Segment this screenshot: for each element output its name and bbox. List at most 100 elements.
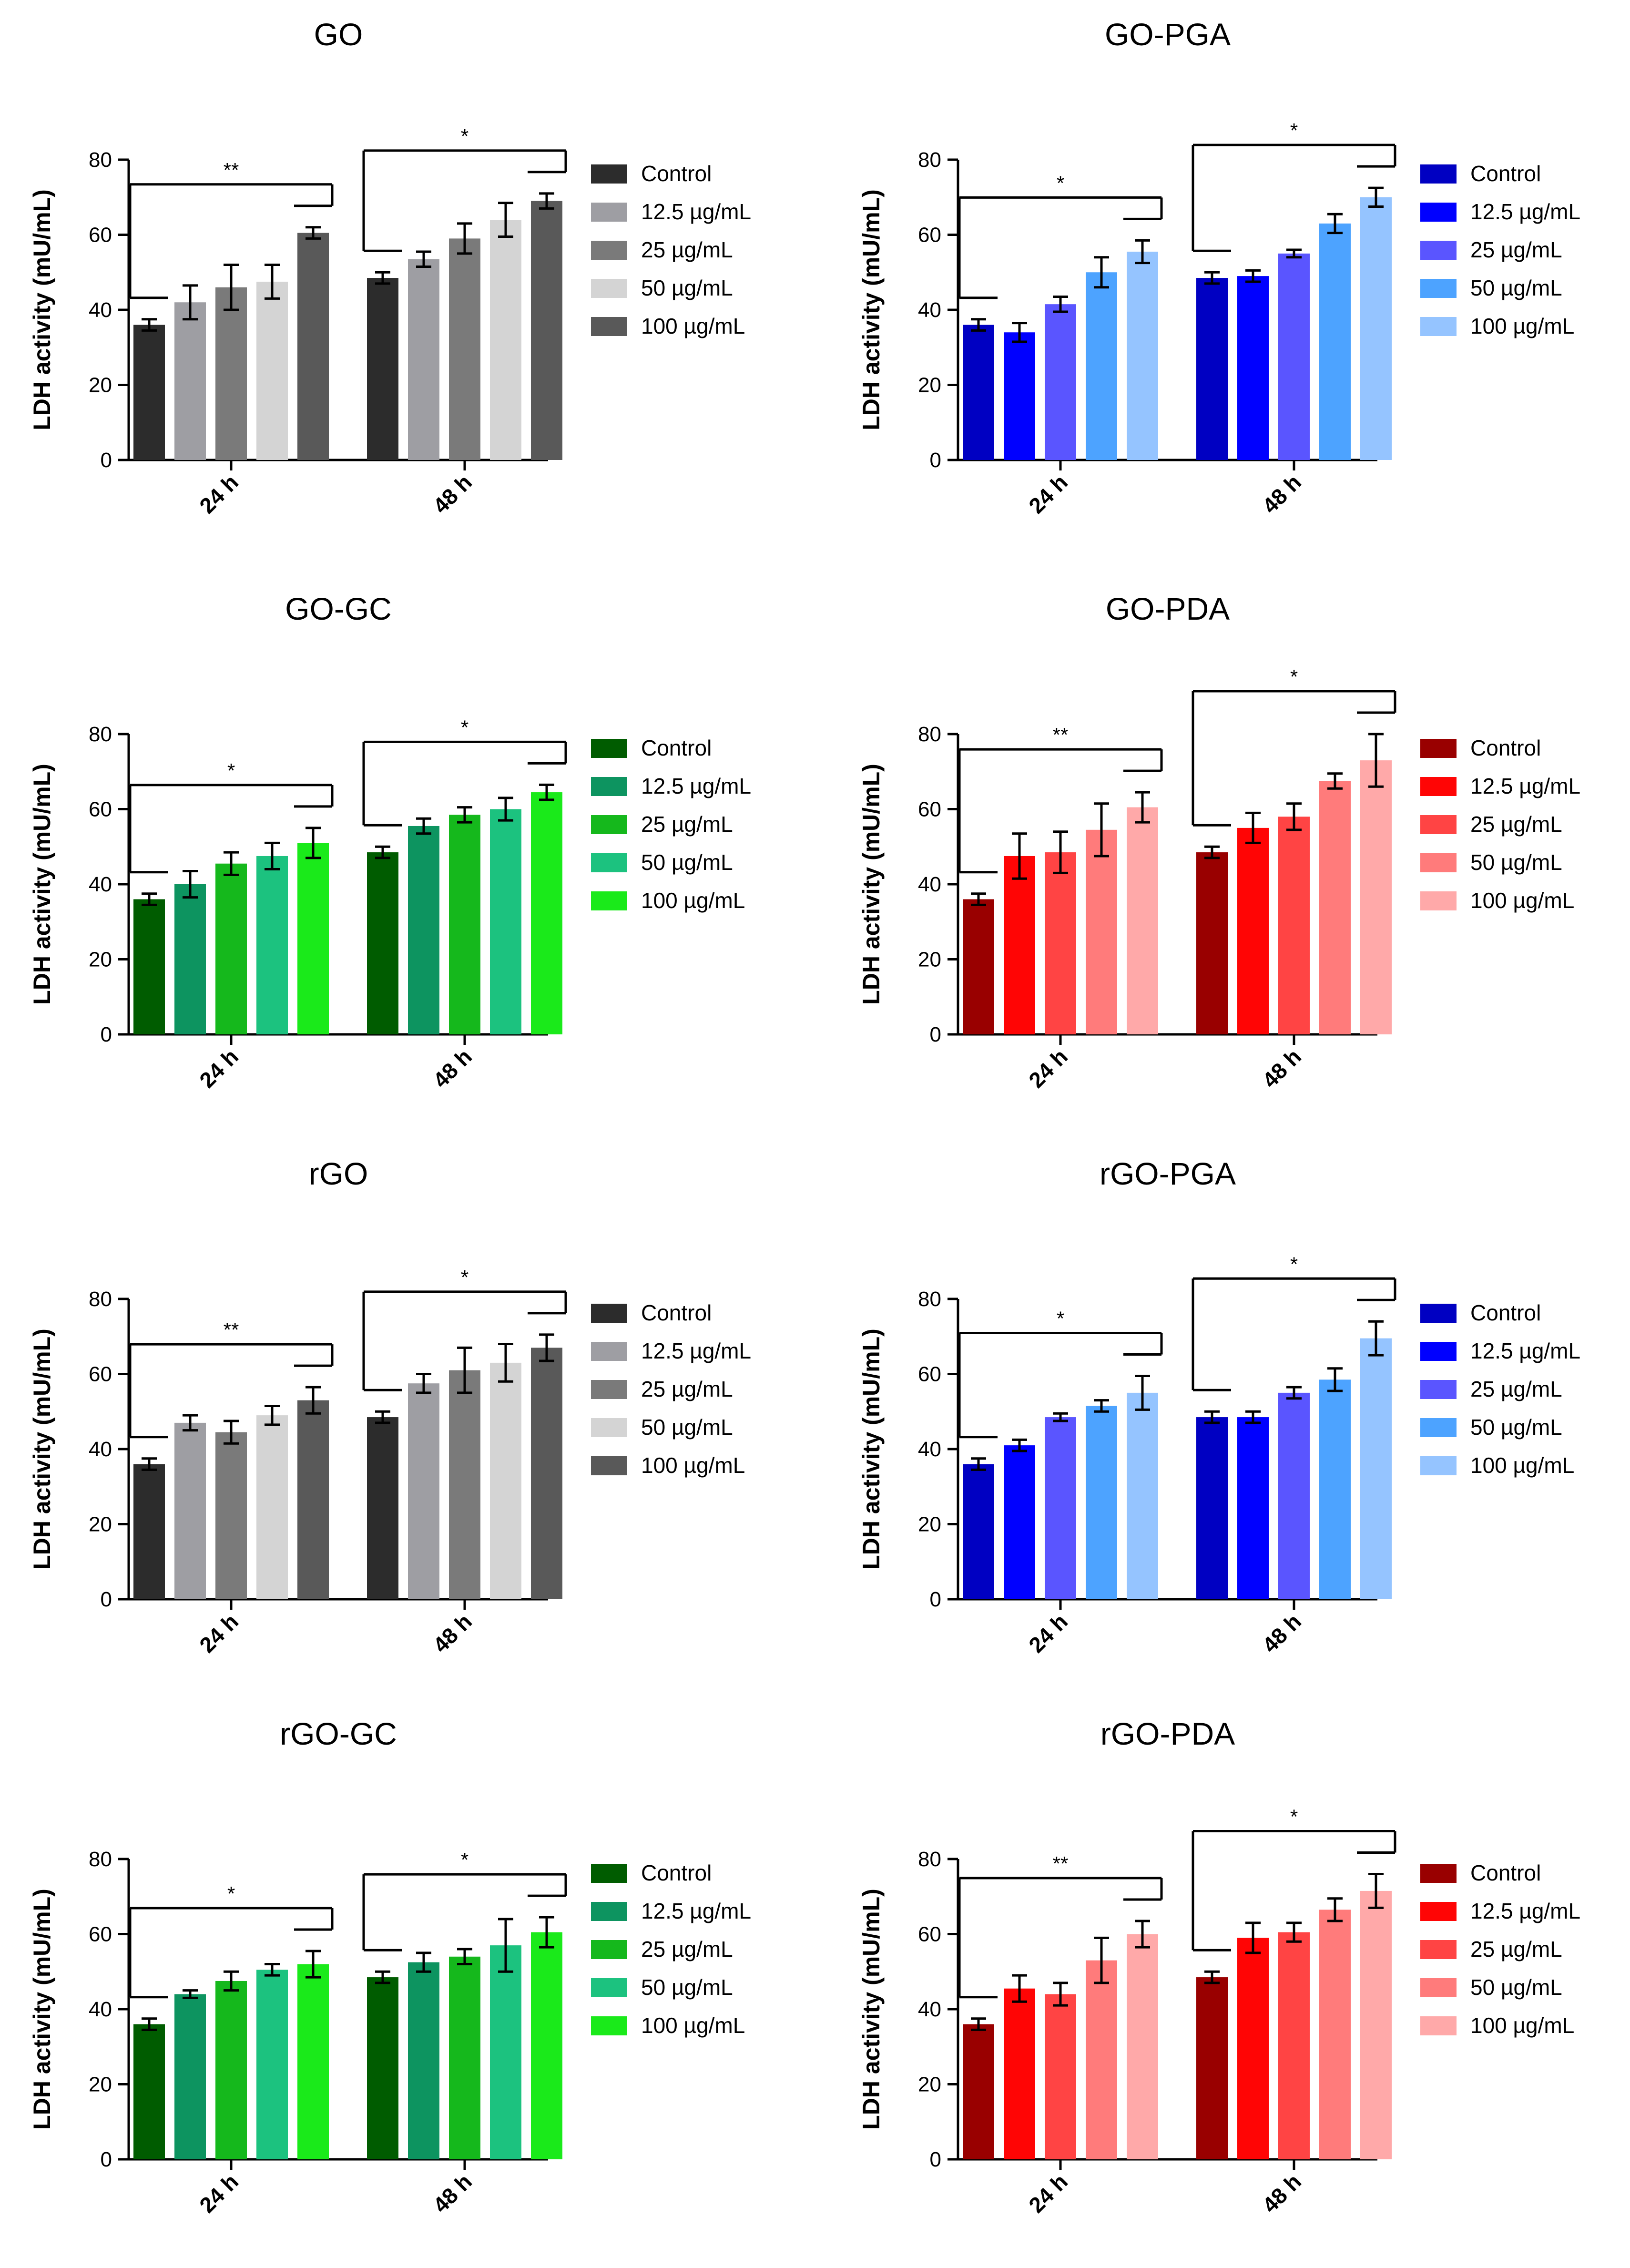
legend-entry: Control bbox=[1470, 1860, 1541, 1885]
legend-entry: 12.5 µg/mL bbox=[1470, 774, 1580, 798]
y-axis-label: LDH activity (mU/mL) bbox=[858, 189, 885, 430]
legend-entry: Control bbox=[1470, 161, 1541, 186]
bar bbox=[1127, 807, 1158, 1034]
legend-entry: Control bbox=[641, 1300, 712, 1325]
bar bbox=[1045, 1417, 1076, 1599]
legend-entry: 12.5 µg/mL bbox=[641, 1338, 751, 1363]
bar bbox=[174, 1994, 206, 2159]
y-tick-label: 80 bbox=[89, 1848, 112, 1871]
legend-swatch bbox=[591, 1304, 627, 1323]
bar bbox=[1004, 856, 1035, 1034]
bar bbox=[1196, 278, 1228, 460]
bar bbox=[1319, 223, 1351, 460]
bar bbox=[174, 884, 206, 1034]
legend-entry: 25 µg/mL bbox=[641, 1377, 733, 1401]
significance-label: * bbox=[1290, 1253, 1298, 1275]
legend-swatch bbox=[591, 1864, 627, 1883]
legend-swatch bbox=[1420, 1456, 1457, 1475]
significance-label: * bbox=[1057, 1307, 1064, 1329]
bar bbox=[1196, 1977, 1228, 2159]
y-tick-label: 80 bbox=[918, 148, 941, 172]
bar bbox=[133, 1464, 165, 1599]
y-tick-label: 40 bbox=[89, 873, 112, 896]
legend-entry: 50 µg/mL bbox=[641, 276, 733, 300]
bar bbox=[531, 201, 562, 460]
bar bbox=[1045, 304, 1076, 460]
significance-label: * bbox=[1057, 172, 1064, 194]
chart-title: GO-PGA bbox=[1105, 17, 1231, 52]
bar bbox=[256, 1415, 288, 1599]
bar bbox=[174, 302, 206, 460]
bar bbox=[1086, 1960, 1117, 2159]
y-tick-label: 20 bbox=[89, 374, 112, 397]
legend-entry: 50 µg/mL bbox=[641, 1415, 733, 1440]
significance-label: ** bbox=[1053, 1852, 1069, 1875]
legend-entry: 100 µg/mL bbox=[1470, 2013, 1574, 2038]
legend-swatch bbox=[591, 164, 627, 184]
legend-entry: Control bbox=[641, 1860, 712, 1885]
bar bbox=[297, 843, 329, 1034]
significance-label: * bbox=[461, 716, 469, 738]
bar bbox=[1004, 1988, 1035, 2159]
bar bbox=[215, 1432, 247, 1599]
significance-label: * bbox=[1290, 665, 1298, 688]
bar bbox=[408, 259, 439, 460]
y-tick-label: 40 bbox=[89, 1998, 112, 2021]
bar bbox=[133, 899, 165, 1034]
y-tick-label: 20 bbox=[918, 948, 941, 971]
legend-entry: 25 µg/mL bbox=[1470, 1937, 1562, 1962]
y-tick-label: 0 bbox=[930, 1588, 941, 1611]
chart-title: rGO-PDA bbox=[1100, 1716, 1235, 1751]
legend-entry: 100 µg/mL bbox=[1470, 314, 1574, 338]
legend-entry: 12.5 µg/mL bbox=[641, 199, 751, 224]
y-tick-label: 60 bbox=[89, 224, 112, 247]
y-tick-label: 20 bbox=[918, 374, 941, 397]
y-axis-label: LDH activity (mU/mL) bbox=[29, 764, 55, 1005]
y-tick-label: 80 bbox=[89, 723, 112, 746]
legend-swatch bbox=[1420, 1978, 1457, 1997]
legend-entry: 50 µg/mL bbox=[641, 1975, 733, 2000]
y-tick-label: 60 bbox=[918, 1363, 941, 1386]
bar bbox=[174, 1422, 206, 1599]
bar bbox=[1086, 1406, 1117, 1599]
significance-label: * bbox=[461, 1849, 469, 1871]
y-tick-label: 0 bbox=[930, 1023, 941, 1046]
y-tick-label: 60 bbox=[89, 1363, 112, 1386]
legend-entry: 25 µg/mL bbox=[1470, 1377, 1562, 1401]
bar bbox=[1237, 1938, 1269, 2159]
legend-swatch bbox=[591, 1418, 627, 1437]
legend-entry: 12.5 µg/mL bbox=[1470, 1899, 1580, 1923]
bar bbox=[133, 2024, 165, 2159]
legend-swatch bbox=[1420, 1940, 1457, 1959]
legend-entry: 100 µg/mL bbox=[641, 314, 745, 338]
bar bbox=[490, 220, 521, 460]
legend-swatch bbox=[1420, 815, 1457, 834]
bar bbox=[1360, 1338, 1392, 1599]
significance-label: * bbox=[1290, 119, 1298, 142]
bar bbox=[1086, 829, 1117, 1034]
bar bbox=[1278, 253, 1310, 460]
legend-entry: 100 µg/mL bbox=[1470, 888, 1574, 913]
significance-label: ** bbox=[1053, 724, 1069, 746]
y-tick-label: 0 bbox=[101, 449, 112, 472]
bar bbox=[256, 856, 288, 1034]
legend-entry: 12.5 µg/mL bbox=[641, 1899, 751, 1923]
chart-title: rGO-PGA bbox=[1100, 1156, 1236, 1191]
significance-label: * bbox=[227, 1882, 235, 1905]
bar bbox=[449, 1956, 480, 2159]
y-tick-label: 60 bbox=[918, 798, 941, 821]
y-axis-label: LDH activity (mU/mL) bbox=[858, 1889, 885, 2130]
y-tick-label: 20 bbox=[918, 1513, 941, 1536]
legend-swatch bbox=[1420, 1342, 1457, 1361]
legend-swatch bbox=[1420, 1418, 1457, 1437]
legend-swatch bbox=[1420, 853, 1457, 872]
legend-swatch bbox=[591, 2016, 627, 2035]
y-tick-label: 40 bbox=[918, 1438, 941, 1461]
bar bbox=[1045, 852, 1076, 1034]
legend-entry: 12.5 µg/mL bbox=[641, 774, 751, 798]
bar bbox=[1360, 760, 1392, 1034]
chart-title: GO bbox=[314, 17, 363, 52]
